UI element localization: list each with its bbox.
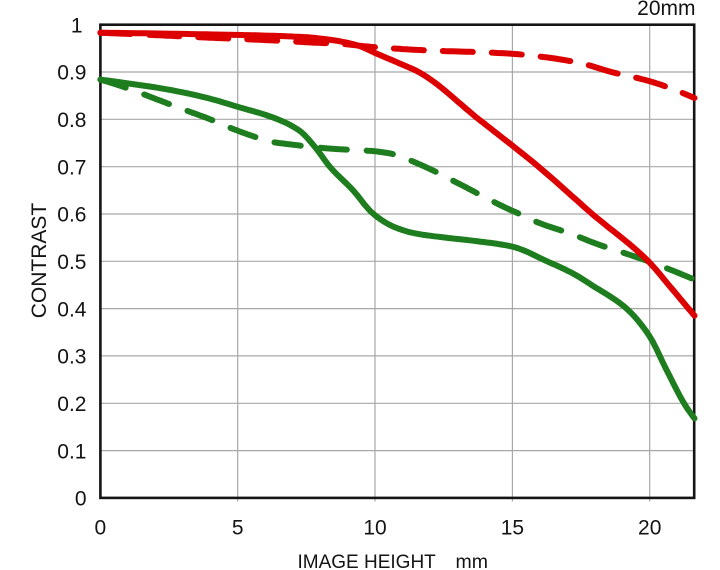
- svg-text:0.9: 0.9: [57, 62, 86, 85]
- svg-text:0.8: 0.8: [57, 109, 86, 132]
- svg-text:0.6: 0.6: [57, 204, 86, 227]
- svg-text:1: 1: [71, 14, 83, 37]
- svg-text:20: 20: [638, 517, 661, 540]
- svg-text:0.5: 0.5: [57, 251, 86, 274]
- svg-text:0: 0: [95, 517, 107, 540]
- svg-text:0.7: 0.7: [57, 156, 86, 179]
- svg-text:0.1: 0.1: [57, 440, 86, 463]
- svg-text:0.4: 0.4: [57, 298, 87, 321]
- svg-text:5: 5: [232, 517, 244, 540]
- svg-text:0.3: 0.3: [57, 346, 86, 369]
- svg-text:IMAGE HEIGHT: IMAGE HEIGHT: [298, 552, 437, 570]
- svg-text:15: 15: [501, 517, 524, 540]
- svg-text:0.2: 0.2: [57, 393, 86, 416]
- svg-text:mm: mm: [456, 551, 489, 570]
- svg-text:0: 0: [75, 488, 87, 511]
- svg-text:20mm: 20mm: [637, 0, 695, 20]
- svg-text:CONTRAST: CONTRAST: [28, 203, 51, 319]
- svg-text:10: 10: [363, 517, 386, 540]
